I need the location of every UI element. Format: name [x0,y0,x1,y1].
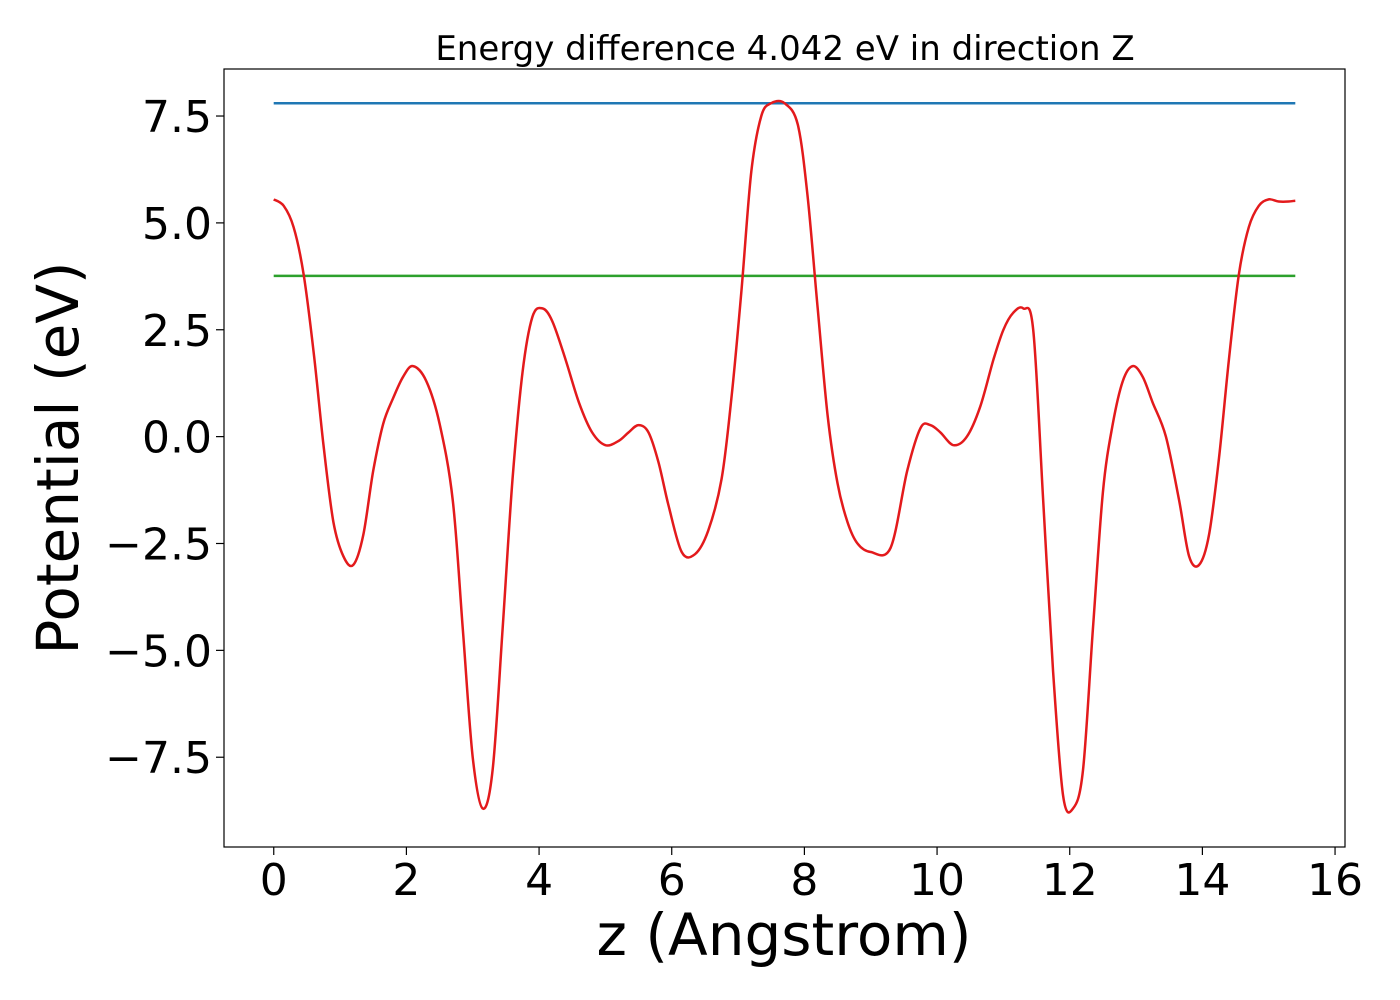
y-tick-label: 7.5 [142,92,212,143]
y-axis-ticks: 7.5 5.0 2.5 0.0 −2.5 −5.0 −7.5 [105,92,224,784]
y-tick-label: 2.5 [142,306,212,357]
y-tick-label: −2.5 [105,519,212,570]
y-tick-label: −5.0 [105,626,212,677]
plot-frame [223,68,1346,848]
x-tick-label: 2 [392,855,420,906]
series-layer [273,99,1296,814]
series-line-3 [273,99,1296,814]
chart-title: Energy difference 4.042 eV in direction … [435,29,1134,69]
x-tick-label: 16 [1307,855,1363,906]
x-tick-label: 6 [658,855,686,906]
x-tick-label: 12 [1042,855,1098,906]
y-tick-label: −7.5 [105,733,212,784]
x-tick-label: 4 [525,855,553,906]
y-axis-label: Potential (eV) [24,261,92,654]
x-tick-label: 10 [909,855,965,906]
y-tick-label: 0.0 [142,413,212,464]
x-tick-label: 0 [260,855,288,906]
x-tick-label: 14 [1174,855,1230,906]
x-axis-label: z (Angstrom) [597,901,972,969]
x-axis-ticks: 0 2 4 6 8 10 12 14 16 [260,847,1363,906]
y-tick-label: 5.0 [142,199,212,250]
x-tick-label: 8 [790,855,818,906]
